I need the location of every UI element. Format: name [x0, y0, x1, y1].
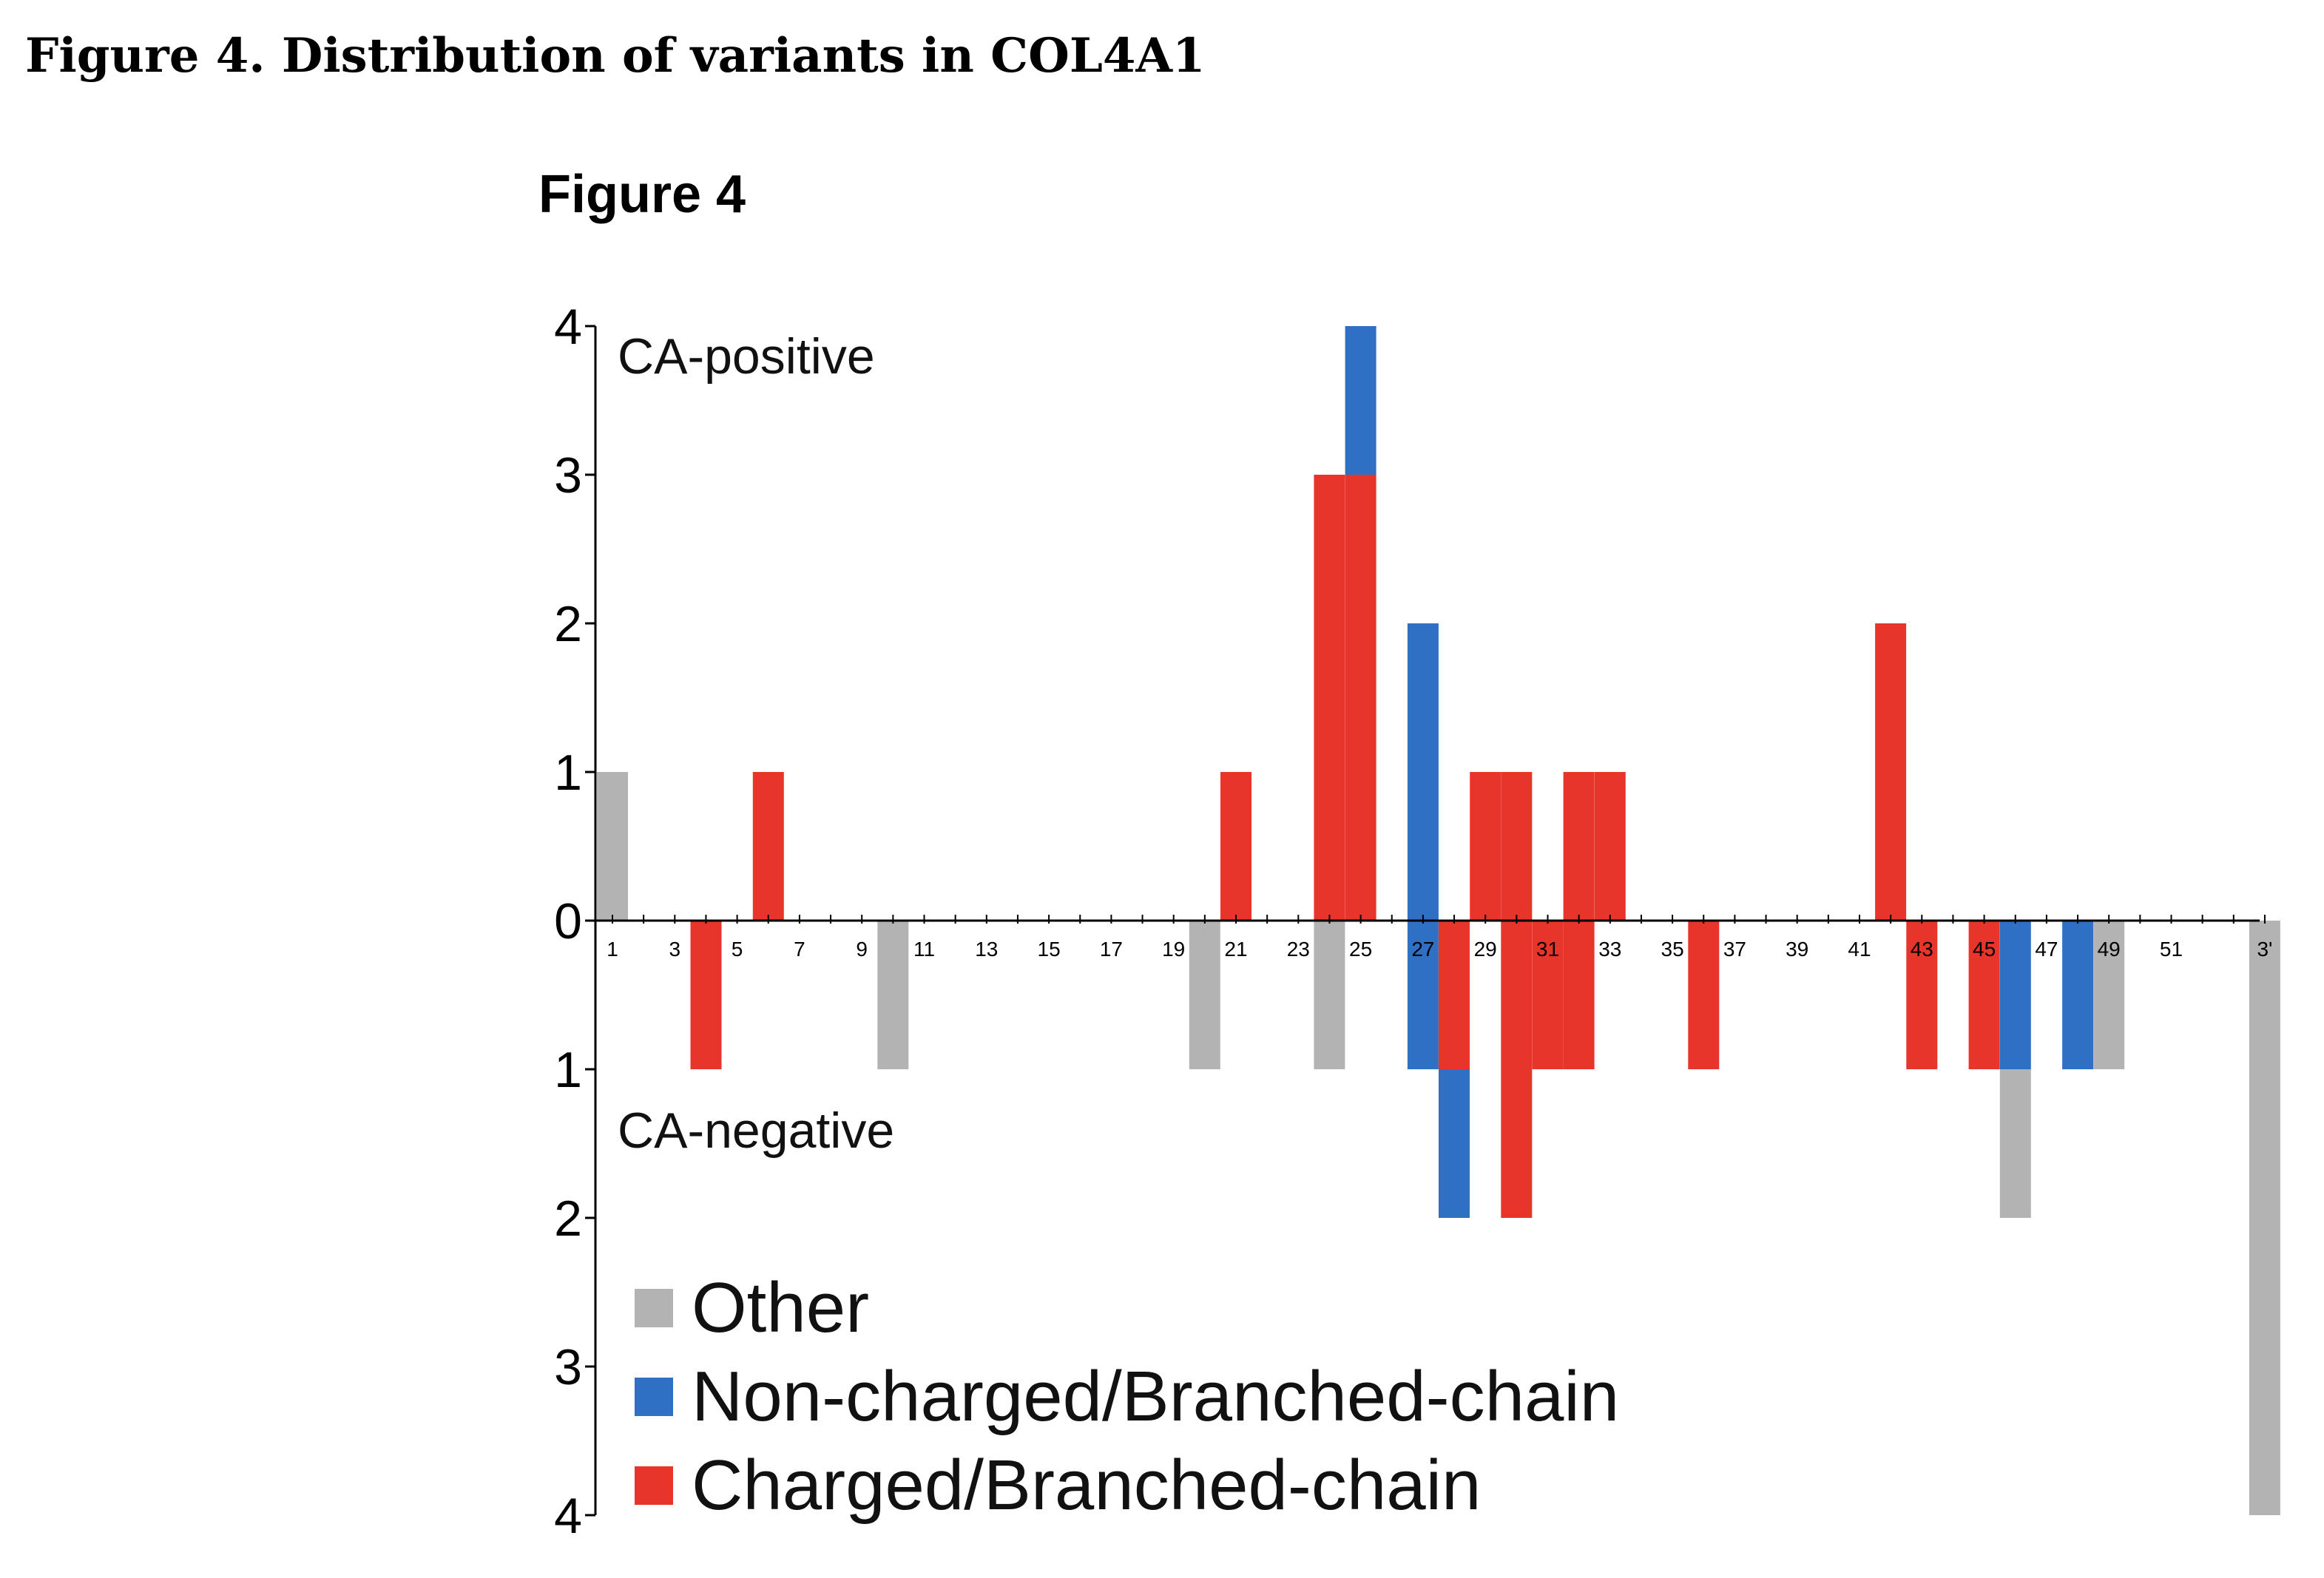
x-tick-label: 9	[856, 938, 868, 961]
bar-exon-4-charged-branched-chain	[690, 921, 722, 1069]
y-tick-label: 1	[554, 1042, 582, 1098]
bar-exon-30-charged-branched-chain	[1501, 921, 1533, 1218]
bar-exon-49-other	[2093, 921, 2125, 1069]
x-tick-label: 13	[975, 938, 998, 961]
y-tick-label: 2	[554, 1191, 582, 1247]
bar-exon-46-other	[1999, 1069, 2031, 1218]
x-tick-label: 33	[1598, 938, 1621, 961]
legend-label-non-charged-branched-chain: Non-charged/Branched-chain	[692, 1357, 1619, 1436]
bar-exon-31-charged-branched-chain	[1532, 921, 1564, 1069]
x-tick-label: 35	[1661, 938, 1684, 961]
x-tick-label: 17	[1100, 938, 1123, 961]
bar-exon-36-charged-branched-chain	[1688, 921, 1720, 1069]
bar-exon-6-charged-branched-chain	[752, 772, 784, 921]
bar-exon-46-non-charged-branched-chain	[1999, 921, 2031, 1069]
x-tick-label: 11	[913, 938, 935, 961]
x-tick-label: 47	[2035, 938, 2058, 961]
y-tick-label: 3	[554, 447, 582, 504]
x-tick-label: 7	[794, 938, 805, 961]
figure-caption: Figure 4. Distribution of variants in CO…	[25, 28, 1206, 84]
bar-exon-43-charged-branched-chain	[1906, 921, 1938, 1069]
x-tick-label: 21	[1224, 938, 1247, 961]
y-tick-label: 2	[554, 596, 582, 652]
y-tick-label: 0	[554, 893, 582, 949]
x-tick-label: 23	[1287, 938, 1310, 961]
legend-label-other: Other	[692, 1268, 869, 1347]
x-tick-label: 1	[607, 938, 618, 961]
bar-exon-27-non-charged-branched-chain	[1407, 921, 1439, 1069]
figure-label: Figure 4	[538, 165, 746, 224]
ca-positive-label: CA-positive	[618, 328, 875, 385]
bar-exon-48-non-charged-branched-chain	[2062, 921, 2094, 1069]
bar-exon-32-charged-branched-chain	[1563, 772, 1595, 921]
bar-exon-45-charged-branched-chain	[1968, 921, 2000, 1069]
ca-negative-label: CA-negative	[618, 1103, 894, 1159]
bar-exon-1-other	[597, 772, 628, 921]
bar-exon-27-non-charged-branched-chain	[1407, 623, 1439, 921]
bar-exon-10-other	[877, 921, 909, 1069]
legend-swatch-charged-branched-chain	[635, 1466, 673, 1505]
x-tick-label: 43	[1911, 938, 1933, 961]
legend-swatch-non-charged-branched-chain	[635, 1378, 673, 1416]
bar-exon-42-charged-branched-chain	[1875, 623, 1907, 921]
x-tick-label: 5	[732, 938, 743, 961]
bar-exon-30-charged-branched-chain	[1501, 772, 1533, 921]
x-tick-label: 31	[1536, 938, 1559, 961]
bar-exon-25-non-charged-branched-chain	[1345, 326, 1377, 475]
y-tick-label: 4	[554, 299, 582, 355]
bar-exon-20-other	[1189, 921, 1220, 1069]
x-tick-label: 51	[2160, 938, 2183, 961]
bar-exon-25-charged-branched-chain	[1345, 475, 1377, 921]
x-tick-label: 39	[1786, 938, 1808, 961]
legend: Other Non-charged/Branched-chain Charged/B…	[635, 1268, 1619, 1525]
y-tick-label: 1	[554, 745, 582, 801]
bar-exon-3prime-other	[2249, 921, 2280, 1515]
x-tick-label: 3	[669, 938, 681, 961]
bar-exon-24-other	[1314, 921, 1345, 1069]
bar-exon-32-charged-branched-chain	[1563, 921, 1595, 1069]
y-tick-label: 4	[554, 1488, 582, 1544]
x-tick-label: 19	[1162, 938, 1185, 961]
legend-label-charged-branched-chain: Charged/Branched-chain	[692, 1446, 1481, 1525]
x-tick-label: 27	[1411, 938, 1434, 961]
bar-exon-33-charged-branched-chain	[1594, 772, 1626, 921]
x-tick-label: 49	[2098, 938, 2121, 961]
legend-swatch-other	[635, 1289, 673, 1327]
bar-exon-28-non-charged-branched-chain	[1439, 1069, 1470, 1218]
bar-exon-28-charged-branched-chain	[1439, 921, 1470, 1069]
x-tick-label: 15	[1038, 938, 1061, 961]
bar-exon-29-charged-branched-chain	[1470, 772, 1502, 921]
x-tick-label: 37	[1723, 938, 1746, 961]
labels-layer: CA-positive CA-negative	[618, 328, 894, 1159]
x-tick-label: 25	[1349, 938, 1372, 961]
bar-exon-21-charged-branched-chain	[1220, 772, 1251, 921]
x-tick-label: 3'	[2257, 938, 2272, 961]
y-tick-label: 3	[554, 1339, 582, 1395]
bar-exon-24-charged-branched-chain	[1314, 475, 1345, 921]
x-tick-label: 41	[1848, 938, 1871, 961]
x-tick-label: 29	[1474, 938, 1497, 961]
x-tick-label: 45	[1973, 938, 1996, 961]
bars-layer	[597, 326, 2280, 1515]
